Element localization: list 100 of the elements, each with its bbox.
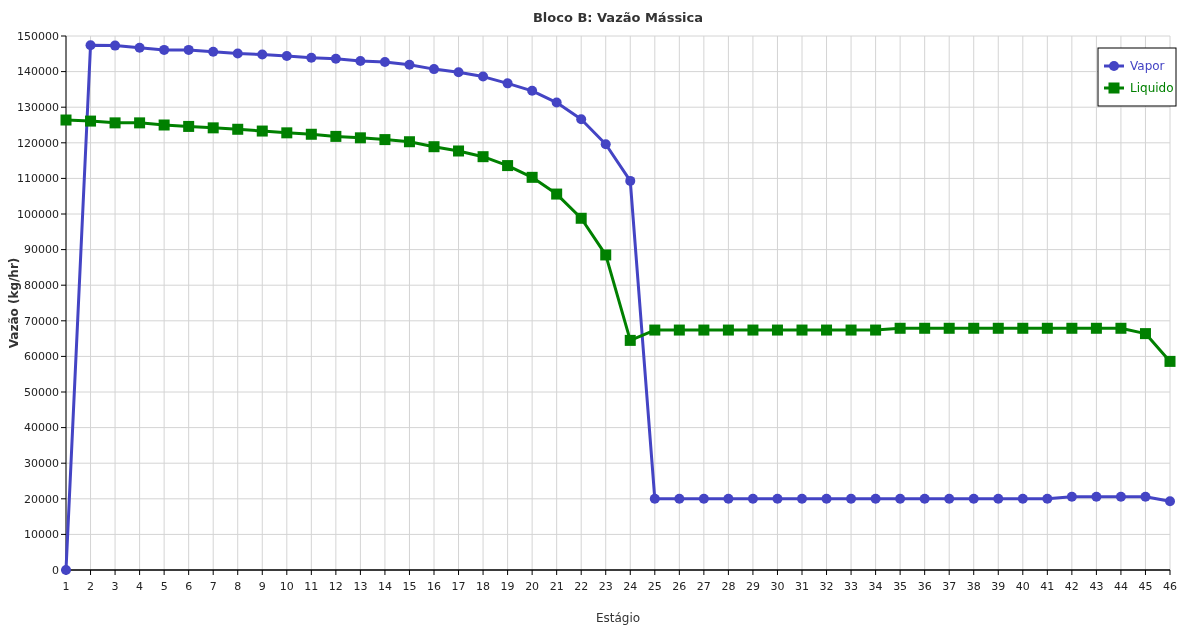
- point: [1090, 322, 1102, 334]
- point: [453, 145, 465, 157]
- point: [257, 49, 268, 60]
- point: [919, 322, 931, 334]
- point: [453, 67, 464, 78]
- point: [919, 493, 930, 504]
- point: [870, 493, 881, 504]
- y-tick-label: 20000: [24, 492, 59, 506]
- y-tick-label: 70000: [24, 314, 59, 328]
- x-tick-label: 37: [942, 580, 957, 593]
- point: [183, 120, 195, 132]
- x-tick-label: 25: [647, 580, 662, 593]
- point: [208, 46, 219, 57]
- point: [1165, 496, 1175, 507]
- point: [1041, 322, 1053, 334]
- point: [527, 85, 538, 96]
- point: [1066, 491, 1077, 502]
- point: [1042, 493, 1053, 504]
- point: [158, 119, 170, 131]
- x-tick-label: 13: [353, 580, 368, 593]
- point: [379, 134, 391, 146]
- y-tick-label: 60000: [24, 350, 59, 364]
- y-tick-label: 110000: [17, 172, 59, 186]
- point: [477, 151, 489, 163]
- x-tick-label: 44: [1113, 580, 1128, 593]
- legend-label: Vapor: [1130, 59, 1165, 74]
- x-tick-label: 17: [451, 580, 466, 593]
- x-tick-label: 27: [696, 580, 711, 593]
- point: [846, 493, 857, 504]
- y-axis-title: Vazão (kg/hr): [7, 257, 21, 349]
- point: [771, 324, 783, 336]
- point: [894, 322, 906, 334]
- x-tick-label: 4: [136, 580, 144, 593]
- point: [354, 132, 366, 144]
- y-tick-label: 10000: [24, 528, 59, 542]
- x-tick-label: 5: [160, 580, 168, 593]
- y-tick-label: 130000: [17, 101, 59, 115]
- x-tick-label: 23: [598, 580, 613, 593]
- point: [821, 493, 832, 504]
- point: [502, 160, 514, 172]
- point: [698, 493, 709, 504]
- point: [1091, 491, 1102, 502]
- x-tick-label: 32: [819, 580, 834, 593]
- point: [134, 42, 145, 53]
- point: [429, 64, 439, 75]
- point: [379, 56, 390, 67]
- point: [1115, 322, 1127, 334]
- point: [993, 493, 1004, 504]
- x-tick-label: 39: [991, 580, 1006, 593]
- y-tick-label: 80000: [24, 279, 59, 293]
- point: [355, 55, 366, 66]
- point: [968, 322, 980, 334]
- point: [600, 139, 611, 150]
- point: [502, 78, 513, 89]
- x-tick-label: 36: [917, 580, 932, 593]
- point: [134, 117, 146, 129]
- x-tick-label: 24: [623, 580, 638, 593]
- point: [1066, 322, 1078, 334]
- x-tick-label: 7: [209, 580, 217, 593]
- legend-label: Liquido: [1130, 81, 1174, 96]
- x-tick-label: 14: [377, 580, 392, 593]
- point: [797, 493, 807, 504]
- x-tick-label: 26: [672, 580, 687, 593]
- point: [747, 493, 758, 504]
- point: [256, 125, 268, 137]
- point: [1139, 328, 1151, 340]
- chart-title: Bloco B: Vazão Mássica: [532, 10, 704, 25]
- y-tick-label: 150000: [17, 29, 59, 43]
- x-tick-label: 20: [525, 580, 540, 593]
- point: [207, 122, 219, 134]
- point: [330, 130, 342, 142]
- point: [330, 53, 341, 64]
- point: [845, 324, 857, 336]
- point: [551, 97, 562, 108]
- x-tick-label: 43: [1089, 580, 1104, 593]
- point: [870, 324, 882, 336]
- x-tick-label: 31: [795, 580, 809, 593]
- x-tick-label: 18: [476, 580, 491, 593]
- point: [895, 493, 906, 504]
- point: [944, 493, 955, 504]
- x-tick-label: 22: [574, 580, 589, 593]
- point: [428, 141, 440, 153]
- point: [747, 324, 759, 336]
- point: [110, 40, 121, 51]
- point: [232, 48, 243, 59]
- point: [674, 493, 685, 504]
- x-tick-label: 6: [185, 580, 193, 593]
- point: [968, 493, 979, 504]
- point: [943, 322, 955, 334]
- x-axis-title: Estágio: [595, 611, 641, 625]
- point: [821, 324, 833, 336]
- point: [1017, 322, 1029, 334]
- x-tick-label: 33: [844, 580, 859, 593]
- point: [723, 493, 734, 504]
- point: [698, 324, 710, 336]
- y-tick-label: 140000: [17, 65, 59, 79]
- y-tick-label: 30000: [24, 457, 59, 471]
- x-tick-label: 3: [111, 580, 119, 593]
- x-tick-label: 42: [1064, 580, 1079, 593]
- point: [772, 493, 783, 504]
